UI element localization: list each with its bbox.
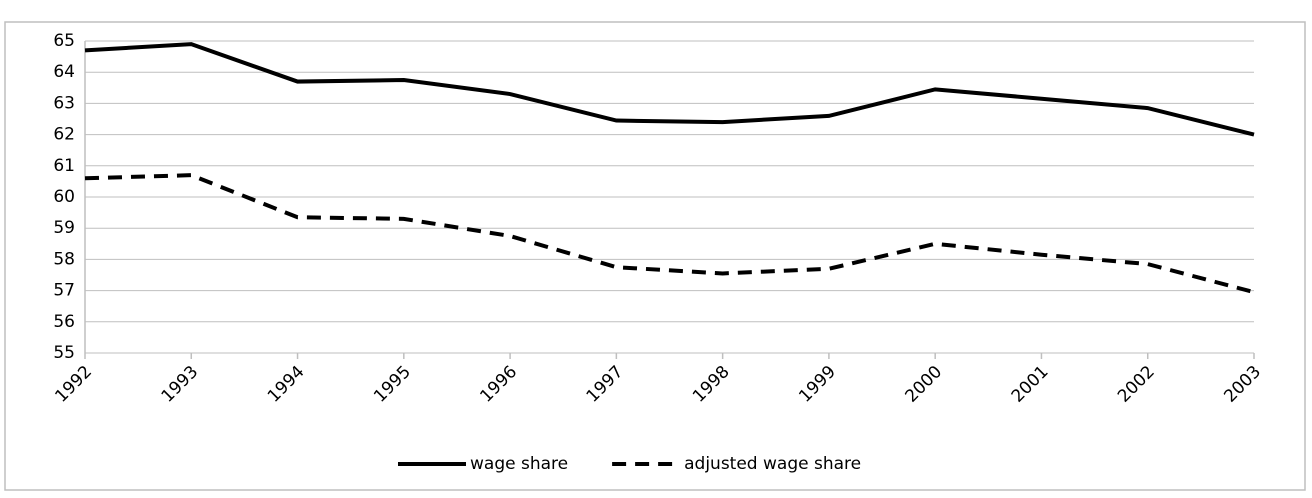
- legend-label: adjusted wage share: [684, 454, 861, 474]
- y-tick-label: 62: [53, 125, 75, 145]
- y-tick-label: 61: [53, 156, 75, 176]
- y-tick-label: 60: [53, 187, 75, 207]
- y-tick-label: 64: [53, 62, 75, 82]
- y-tick-label: 59: [53, 218, 75, 238]
- chart-border: [4, 21, 1306, 491]
- y-tick-label: 58: [53, 249, 75, 269]
- data-line: [84, 42, 1255, 137]
- y-tick-label: 57: [53, 281, 75, 301]
- y-tick-label: 56: [53, 312, 75, 332]
- legend-label: wage share: [470, 454, 568, 474]
- y-tick-label: 65: [53, 31, 75, 51]
- data-line: [84, 173, 1255, 295]
- y-tick-label: 55: [53, 343, 75, 363]
- y-tick-label: 63: [53, 93, 75, 113]
